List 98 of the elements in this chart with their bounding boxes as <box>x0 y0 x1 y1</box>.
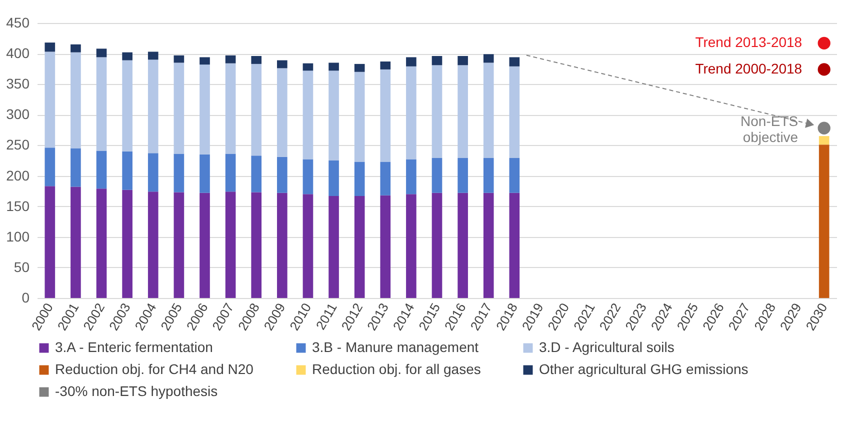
bar <box>354 72 365 162</box>
y-tick-label: 400 <box>6 45 30 62</box>
y-tick-label: 200 <box>6 167 30 184</box>
bar <box>225 63 236 154</box>
bar <box>96 188 107 298</box>
bar <box>277 68 288 157</box>
y-tick-label: 100 <box>6 228 30 244</box>
bar <box>277 156 288 193</box>
bar <box>328 62 339 71</box>
legend-label: Reduction obj. for all gases <box>312 361 481 377</box>
bar <box>44 52 56 148</box>
bar <box>509 158 520 193</box>
bar <box>148 60 158 154</box>
bar <box>302 159 314 194</box>
bar <box>44 186 56 298</box>
y-tick-label: 450 <box>6 14 30 30</box>
bar <box>251 56 262 64</box>
bar <box>148 52 158 60</box>
bar <box>406 194 416 298</box>
bar <box>277 192 288 298</box>
bar <box>509 66 520 158</box>
bar <box>70 186 81 298</box>
bar <box>277 60 288 68</box>
bar <box>818 144 830 298</box>
bar <box>225 55 236 64</box>
bar <box>483 62 494 158</box>
bar <box>174 62 184 154</box>
bar <box>354 162 365 196</box>
bar <box>406 159 416 194</box>
bar <box>509 192 520 298</box>
bar <box>200 154 210 193</box>
bar <box>148 192 158 298</box>
bar <box>380 162 391 196</box>
bar <box>354 196 365 298</box>
bar <box>44 148 56 186</box>
legend-label: -30% non-ETS hypothesis <box>55 383 218 399</box>
bar <box>302 63 314 71</box>
bar <box>200 57 210 65</box>
bar <box>354 64 365 72</box>
bar <box>70 148 81 187</box>
bar <box>406 66 416 160</box>
bar <box>174 192 184 298</box>
bar <box>483 54 494 63</box>
bar <box>174 55 184 63</box>
bar <box>432 192 442 298</box>
bar <box>122 151 132 190</box>
bar <box>122 52 132 60</box>
y-tick-label: 300 <box>6 106 30 122</box>
bar <box>122 60 132 152</box>
bar <box>70 44 81 52</box>
bar <box>406 57 416 66</box>
bar <box>302 70 314 160</box>
bar <box>483 158 494 193</box>
bar <box>96 48 107 58</box>
bar <box>200 64 210 154</box>
bar <box>225 192 236 298</box>
bar <box>380 69 391 162</box>
bar <box>458 65 468 158</box>
annotation: Non-ETS objective <box>740 113 798 146</box>
bar <box>380 195 391 298</box>
y-tick-label: 250 <box>6 136 30 153</box>
bar <box>200 192 210 298</box>
bar <box>70 52 81 148</box>
legend-label: Other agricultural GHG emissions <box>539 361 748 377</box>
bar <box>818 136 830 145</box>
bar <box>122 190 132 298</box>
y-tick-label: 0 <box>22 290 30 306</box>
bar <box>380 62 391 70</box>
bar <box>458 56 468 66</box>
y-tick-label: 150 <box>6 198 30 214</box>
bar <box>44 42 56 52</box>
bar <box>174 154 184 192</box>
bar <box>96 150 107 189</box>
bar <box>96 57 107 151</box>
bar <box>432 65 442 158</box>
bar <box>251 192 262 298</box>
legend-label: 3.D - Agricultural soils <box>539 339 674 355</box>
bar <box>302 194 314 298</box>
bar <box>251 156 262 192</box>
bar <box>432 56 442 66</box>
bar <box>328 196 339 298</box>
series-label: Trend 2013-2018 <box>695 34 802 50</box>
y-tick-label: 350 <box>6 76 30 92</box>
legend-label: Reduction obj. for CH4 and N20 <box>55 361 254 377</box>
bar <box>458 192 468 298</box>
bar <box>432 158 442 193</box>
bar <box>225 154 236 192</box>
legend-label: 3.B - Manure management <box>312 339 479 355</box>
bar <box>328 70 339 160</box>
bar <box>509 57 520 66</box>
bar <box>483 192 494 298</box>
bar <box>328 160 339 196</box>
bar <box>251 64 262 156</box>
bar <box>458 158 468 193</box>
y-tick-label: 50 <box>14 258 30 275</box>
series-label: Trend 2000-2018 <box>695 60 802 76</box>
bar <box>148 153 158 192</box>
legend-label: 3.A - Enteric fermentation <box>55 339 213 355</box>
